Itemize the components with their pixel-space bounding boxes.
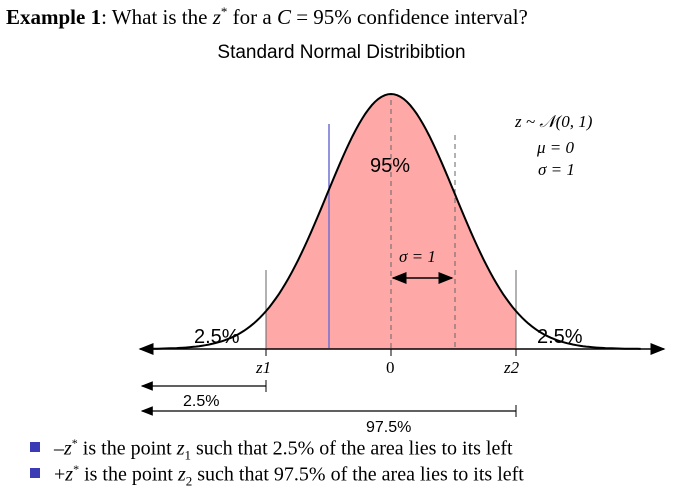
text-part: is the point — [77, 437, 177, 460]
left-tail-label: 2.5% — [194, 326, 240, 348]
subscript: 2 — [185, 473, 193, 489]
text-part: such that 2.5% of the area lies to its l… — [190, 437, 513, 460]
tick-label-z2: z2 — [503, 358, 520, 377]
z-symbol: z — [212, 5, 221, 29]
bullet-square-icon — [30, 468, 40, 478]
subscript: 1 — [184, 447, 191, 463]
sign: – — [54, 437, 64, 460]
sign: + — [54, 463, 66, 486]
tick-label-z1: z1 — [255, 358, 271, 377]
bullet-square-icon — [30, 442, 40, 452]
z-star: * — [73, 462, 80, 476]
dist-line: z ~ 𝒩(0, 1) — [514, 112, 593, 131]
heading-text-suffix: = 95% confidence interval? — [290, 5, 528, 29]
bottom-label-left: 2.5% — [183, 393, 219, 410]
bullet-text: +z* is the point z2 such that 97.5% of t… — [54, 462, 524, 490]
normal-curve — [141, 92, 641, 350]
mu-line: μ = 0 — [536, 138, 575, 157]
chart-title: Standard Normal Distribibtion — [217, 42, 466, 63]
right-tail-label: 2.5% — [537, 326, 583, 348]
z-symbol: z — [177, 463, 186, 486]
sigma-marker-label: σ = 1 — [399, 247, 436, 266]
heading-text-for: for a — [227, 5, 277, 29]
bottom-label-cumulative: 97.5% — [366, 419, 411, 436]
z-star: * — [71, 436, 78, 450]
text-part: such that 97.5% of the area lies to its … — [192, 463, 524, 486]
sigma-line: σ = 1 — [538, 160, 575, 179]
z-symbol: z — [176, 437, 185, 460]
bullet-text: –z* is the point z1 such that 2.5% of th… — [54, 436, 513, 464]
z-symbol: z — [64, 437, 72, 460]
text-part: is the point — [79, 463, 178, 486]
heading-colon: : — [101, 5, 107, 29]
tick-label-zero: 0 — [386, 358, 395, 377]
z-symbol: z — [65, 463, 74, 486]
c-symbol: C — [276, 5, 291, 29]
question-heading: Example 1: What is the z* for a C = 95% … — [6, 4, 528, 30]
heading-text: What is the — [106, 5, 213, 29]
z-star: * — [220, 4, 228, 19]
center-area-label: 95% — [370, 155, 410, 177]
example-label: Example 1 — [6, 5, 102, 29]
